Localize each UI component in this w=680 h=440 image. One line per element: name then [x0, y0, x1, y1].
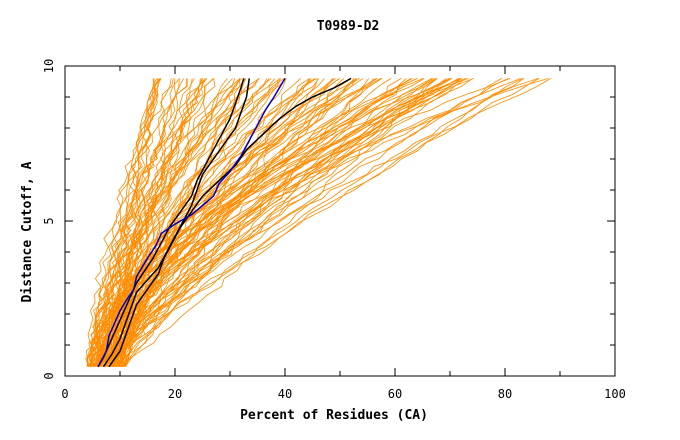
y-axis-label: Distance Cutoff, A: [20, 161, 35, 302]
model-curve: [119, 78, 154, 367]
model-curve: [87, 78, 551, 367]
model-curve: [86, 78, 162, 367]
model-curve: [97, 78, 509, 367]
y-tick-label: 0: [42, 372, 56, 379]
y-tick-label: 5: [42, 217, 56, 224]
x-axis-label: Percent of Residues (CA): [240, 408, 428, 423]
highlight-curve-1: [97, 78, 245, 368]
model-curve: [95, 78, 469, 367]
model-curve: [121, 78, 319, 367]
x-tick-label: 80: [498, 387, 512, 401]
model-curve: [103, 78, 502, 367]
model-curve: [104, 78, 288, 367]
model-curve: [90, 78, 524, 368]
model-curve: [119, 78, 450, 367]
model-curve: [86, 78, 474, 367]
model-curve: [122, 78, 438, 367]
model-curve: [117, 78, 374, 367]
x-tick-label: 0: [61, 387, 68, 401]
tick-labels: 0 20 40 60 80 100 0 5 10: [42, 59, 626, 401]
x-tick-label: 40: [278, 387, 292, 401]
model-curve: [99, 78, 204, 367]
model-curve: [96, 78, 160, 367]
highlight-curve-4: [97, 78, 286, 368]
model-curve: [121, 78, 402, 367]
model-curve: [96, 78, 370, 367]
chart-title: T0989-D2: [317, 19, 380, 34]
highlight-curves: [97, 77, 352, 368]
model-curve: [120, 78, 312, 367]
x-tick-label: 100: [604, 387, 626, 401]
highlight-curve-3: [108, 77, 352, 368]
model-curve: [108, 78, 407, 367]
x-tick-label: 60: [388, 387, 402, 401]
background-curves: [85, 78, 551, 368]
model-curve: [88, 78, 549, 367]
model-curve: [118, 78, 525, 367]
model-curve: [118, 78, 539, 367]
model-curve: [94, 78, 241, 367]
model-curve: [119, 78, 463, 367]
model-curve: [111, 78, 177, 367]
axis-ticks: [64, 65, 616, 377]
model-curve: [111, 78, 453, 367]
model-curve: [110, 78, 161, 367]
model-curve: [106, 78, 466, 367]
model-curve: [93, 78, 434, 367]
x-tick-label: 20: [168, 387, 182, 401]
model-curve: [113, 78, 424, 367]
y-tick-label: 10: [42, 59, 56, 73]
model-curve: [102, 78, 459, 367]
